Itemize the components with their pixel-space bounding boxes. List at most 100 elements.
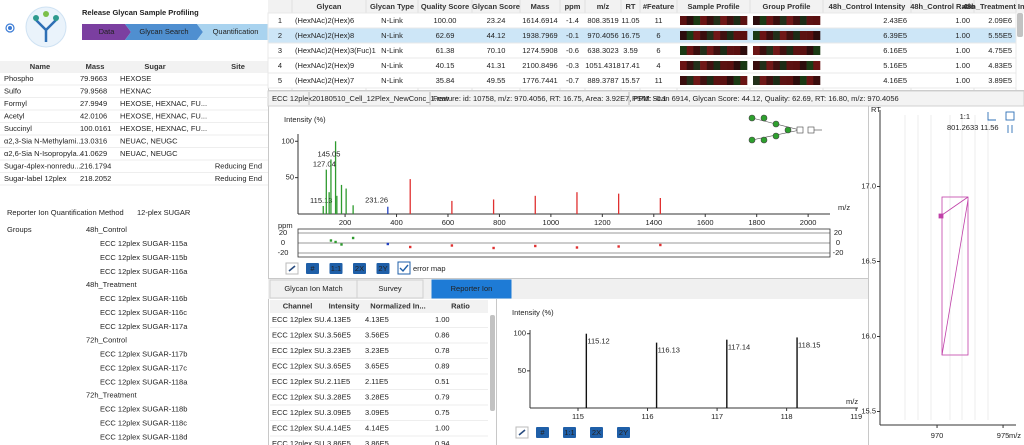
scrollbar[interactable] bbox=[490, 315, 495, 411]
cell: Reducing End bbox=[215, 174, 262, 183]
column-header: RT bbox=[626, 2, 636, 11]
tab[interactable] bbox=[356, 279, 424, 299]
cell: Sugar-label 12plex bbox=[4, 174, 67, 183]
profile-heat bbox=[766, 46, 774, 55]
step[interactable] bbox=[82, 24, 131, 40]
cell: N-Link bbox=[381, 76, 403, 85]
tool-button[interactable] bbox=[563, 427, 576, 438]
cell: 808.3519 bbox=[587, 16, 618, 25]
column-header: Intensity bbox=[329, 301, 361, 310]
cell: 2 bbox=[278, 31, 282, 40]
profile-heat bbox=[693, 61, 701, 70]
peak-label: 115.12 bbox=[587, 337, 609, 346]
cell: 3.86E5 bbox=[327, 439, 351, 445]
tool-button[interactable] bbox=[617, 427, 630, 438]
profile-heat bbox=[713, 16, 721, 25]
cell: 4.75E5 bbox=[988, 46, 1012, 55]
profile-heat bbox=[680, 46, 687, 55]
axis-label: m/z bbox=[1009, 431, 1021, 440]
peak-label: 127.04 bbox=[313, 160, 336, 169]
profile-heat bbox=[686, 46, 694, 55]
group-name: 48h_Treatment bbox=[86, 280, 138, 289]
profile-heat bbox=[793, 61, 801, 70]
profile-heat bbox=[799, 16, 807, 25]
radio[interactable] bbox=[5, 23, 15, 33]
profile-heat bbox=[693, 76, 701, 85]
column-header: Ratio bbox=[451, 301, 470, 310]
channel: ECC 12plex SUGAR-118a bbox=[100, 377, 188, 386]
cell: 3.65E5 bbox=[365, 361, 389, 370]
tool-button[interactable] bbox=[353, 263, 366, 274]
tool-button[interactable] bbox=[306, 263, 319, 274]
cell: (HexNAc)2(Hex)3(Fuc)1 bbox=[295, 46, 376, 55]
rt-map-background bbox=[904, 115, 989, 420]
cell: 27.9949 bbox=[80, 99, 107, 108]
profile-heat bbox=[806, 76, 814, 85]
tool-button[interactable] bbox=[590, 427, 603, 438]
channel: ECC 12plex SUGAR-117b bbox=[100, 349, 187, 358]
group-name: 72h_Treatment bbox=[86, 391, 138, 400]
step[interactable] bbox=[197, 24, 274, 40]
profile-heat bbox=[759, 61, 767, 70]
cell: 3.23E5 bbox=[365, 346, 389, 355]
profile-heat bbox=[779, 76, 787, 85]
x-tick-label: 400 bbox=[390, 218, 403, 227]
info-text: PSM: Scan 6914, Glycan Score: 44.12, Qua… bbox=[632, 94, 899, 103]
cell: 1614.6914 bbox=[522, 16, 557, 25]
y-tick-label: 100 bbox=[281, 136, 294, 145]
tool-button[interactable] bbox=[536, 427, 549, 438]
cell: ECC 12plex SU... bbox=[272, 361, 331, 370]
checkbox[interactable] bbox=[397, 261, 411, 275]
profile-heat bbox=[799, 61, 807, 70]
column-header: Mass bbox=[531, 2, 550, 11]
x-tick-label: 119 bbox=[850, 412, 862, 421]
profile-heat bbox=[766, 61, 774, 70]
cell: (HexNAc)2(Hex)9 bbox=[295, 61, 354, 70]
axis-label: m/z bbox=[838, 203, 850, 212]
profile-heat bbox=[773, 76, 781, 85]
y-tick-label: 16.5 bbox=[861, 256, 876, 265]
x-tick-label: 970 bbox=[931, 431, 944, 440]
tool-button[interactable] bbox=[376, 263, 390, 274]
cell: 41.0629 bbox=[80, 149, 107, 158]
scrollbar[interactable] bbox=[1017, 13, 1023, 37]
zoom-icons[interactable] bbox=[987, 111, 1015, 133]
cell: 3.09E5 bbox=[327, 408, 351, 417]
profile-heat bbox=[773, 31, 781, 40]
cell: 40.15 bbox=[436, 61, 455, 70]
cell: 4 bbox=[278, 61, 282, 70]
column-header: Glycan Type bbox=[370, 2, 414, 11]
step[interactable] bbox=[125, 24, 203, 40]
profile-heat bbox=[680, 31, 687, 40]
ppm-point bbox=[334, 240, 337, 244]
profile-heat bbox=[773, 16, 781, 25]
profile-heat bbox=[726, 61, 734, 70]
profile-heat bbox=[733, 16, 741, 25]
axis-label: RT bbox=[871, 105, 881, 114]
profile-heat bbox=[753, 46, 760, 55]
profile-heat bbox=[706, 46, 714, 55]
ppm-tick-label: -20 bbox=[833, 248, 844, 257]
profile-heat bbox=[799, 76, 807, 85]
y-tick-label: 16.0 bbox=[861, 331, 876, 340]
column-header: m/z bbox=[597, 2, 610, 11]
profile-heat bbox=[786, 76, 794, 85]
channel: ECC 12plex SUGAR-116a bbox=[100, 267, 188, 276]
table-row[interactable] bbox=[267, 72, 1017, 89]
cell: 49.55 bbox=[487, 76, 506, 85]
tool-button[interactable] bbox=[329, 263, 343, 274]
x-tick-label: 116 bbox=[642, 412, 654, 421]
table-header bbox=[0, 61, 268, 73]
profile-heat bbox=[806, 16, 814, 25]
cell: 2.11E5 bbox=[327, 377, 350, 386]
profile-heat bbox=[786, 31, 794, 40]
x-tick-label: 1000 bbox=[543, 218, 560, 227]
tool-button-label: 2Y bbox=[378, 264, 387, 273]
profile-heat bbox=[720, 61, 728, 70]
tab[interactable] bbox=[431, 279, 512, 299]
y-tick-label: 50 bbox=[518, 366, 526, 375]
ppm-point bbox=[659, 243, 662, 247]
tool-button-label: 2X bbox=[355, 264, 364, 273]
step-label: Quantification bbox=[213, 27, 259, 36]
cell: 3.28E5 bbox=[327, 392, 351, 401]
